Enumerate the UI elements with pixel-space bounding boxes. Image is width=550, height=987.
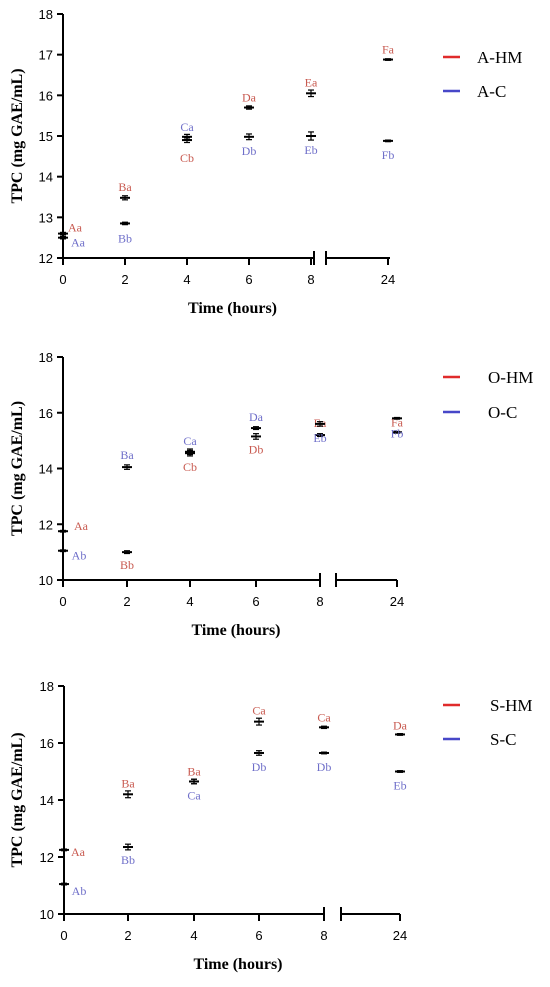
x-tick-label: 0 bbox=[60, 928, 67, 943]
significance-letter: Fa bbox=[382, 43, 395, 57]
y-tick-label: 14 bbox=[39, 462, 53, 477]
x-tick-label: 2 bbox=[124, 928, 131, 943]
y-tick-label: 10 bbox=[40, 907, 54, 922]
significance-letter: Ea bbox=[305, 75, 318, 89]
significance-letter: Aa bbox=[74, 519, 89, 533]
significance-letter: Fb bbox=[391, 426, 404, 440]
significance-letter: Db bbox=[317, 760, 332, 774]
x-tick-label: 0 bbox=[59, 272, 66, 287]
significance-letter: Ca bbox=[252, 704, 266, 718]
x-tick-label: 2 bbox=[121, 272, 128, 287]
x-tick-label: 8 bbox=[320, 928, 327, 943]
significance-letter: Ca bbox=[180, 120, 194, 134]
y-tick-label: 15 bbox=[39, 129, 53, 144]
significance-letter: Ba bbox=[121, 776, 135, 790]
y-tick-label: 16 bbox=[39, 406, 53, 421]
significance-letter: Cb bbox=[180, 151, 194, 165]
significance-letter: Cb bbox=[183, 460, 197, 474]
y-tick-label: 14 bbox=[40, 793, 54, 808]
x-tick-label: 4 bbox=[186, 594, 193, 609]
significance-letter: Ab bbox=[72, 884, 87, 898]
significance-letter: Ba bbox=[120, 448, 134, 462]
significance-letter: Eb bbox=[304, 143, 317, 157]
significance-letter: Db bbox=[242, 144, 257, 158]
significance-letter: Eb bbox=[313, 431, 326, 445]
significance-letter: Db bbox=[252, 760, 267, 774]
x-tick-label: 4 bbox=[183, 272, 190, 287]
significance-letter: Aa bbox=[71, 845, 86, 859]
significance-letter: Aa bbox=[68, 221, 83, 235]
y-tick-label: 10 bbox=[39, 573, 53, 588]
y-tick-label: 16 bbox=[39, 88, 53, 103]
y-tick-label: 12 bbox=[39, 251, 53, 266]
legend-label: A-C bbox=[477, 82, 506, 101]
x-tick-label: 8 bbox=[316, 594, 323, 609]
x-tick-label: 4 bbox=[190, 928, 197, 943]
significance-letter: Eb bbox=[393, 779, 406, 793]
y-tick-label: 14 bbox=[39, 170, 53, 185]
significance-letter: Da bbox=[249, 410, 264, 424]
y-tick-label: 18 bbox=[39, 350, 53, 365]
y-axis-title: TPC (mg GAE/mL) bbox=[9, 68, 26, 203]
significance-letter: Ab bbox=[72, 549, 87, 563]
significance-letter: Ca bbox=[317, 710, 331, 724]
significance-letter: Ca bbox=[183, 434, 197, 448]
legend-label: S-HM bbox=[490, 696, 533, 715]
x-tick-label: 8 bbox=[307, 272, 314, 287]
significance-letter: Bb bbox=[120, 558, 134, 572]
x-tick-label: 24 bbox=[393, 928, 407, 943]
y-tick-label: 18 bbox=[40, 679, 54, 694]
y-tick-label: 16 bbox=[40, 736, 54, 751]
significance-letter: Bb bbox=[118, 231, 132, 245]
significance-letter: Da bbox=[393, 718, 408, 732]
y-tick-label: 12 bbox=[40, 850, 54, 865]
significance-letter: Bb bbox=[121, 853, 135, 867]
x-axis-title: Time (hours) bbox=[191, 622, 280, 639]
y-axis-title: TPC (mg GAE/mL) bbox=[9, 401, 26, 536]
x-tick-label: 24 bbox=[381, 272, 395, 287]
y-tick-label: 17 bbox=[39, 48, 53, 63]
significance-letter: Aa bbox=[71, 236, 86, 250]
legend-label: O-HM bbox=[488, 368, 533, 387]
legend-label: S-C bbox=[490, 730, 516, 749]
y-axis-title: TPC (mg GAE/mL) bbox=[9, 732, 26, 867]
y-tick-label: 13 bbox=[39, 210, 53, 225]
legend-label: O-C bbox=[488, 403, 517, 422]
x-axis-title: Time (hours) bbox=[193, 956, 282, 973]
significance-letter: Fb bbox=[382, 148, 395, 162]
x-axis-title: Time (hours) bbox=[188, 300, 277, 317]
x-tick-label: 6 bbox=[255, 928, 262, 943]
x-tick-label: 6 bbox=[252, 594, 259, 609]
significance-letter: Db bbox=[249, 442, 264, 456]
x-tick-label: 2 bbox=[123, 594, 130, 609]
significance-letter: Ca bbox=[187, 788, 201, 802]
y-tick-label: 12 bbox=[39, 517, 53, 532]
legend-label: A-HM bbox=[477, 48, 522, 67]
significance-letter: Ba bbox=[187, 764, 201, 778]
x-tick-label: 6 bbox=[245, 272, 252, 287]
significance-letter: Ba bbox=[118, 180, 132, 194]
x-tick-label: 24 bbox=[390, 594, 404, 609]
y-tick-label: 18 bbox=[39, 7, 53, 22]
x-tick-label: 0 bbox=[59, 594, 66, 609]
significance-letter: Da bbox=[242, 91, 257, 105]
